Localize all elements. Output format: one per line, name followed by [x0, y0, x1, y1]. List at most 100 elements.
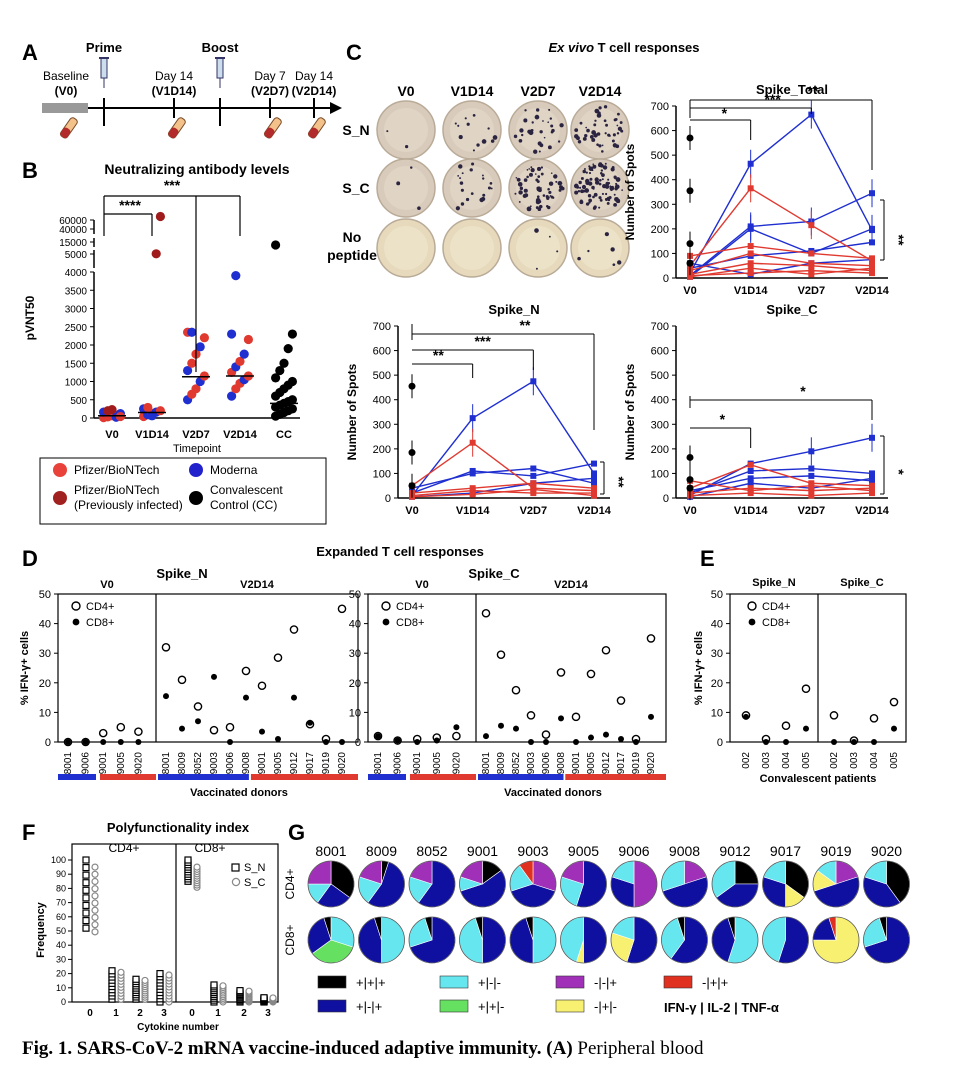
pie-slice	[633, 860, 658, 908]
timepoint-label: Day 14	[155, 69, 193, 83]
spot	[536, 195, 540, 199]
donor-label: 9017	[770, 843, 801, 859]
series-line	[689, 467, 873, 494]
panel-g-letter: G	[288, 820, 305, 845]
legend-label: +|+|-	[478, 999, 504, 1014]
y-tick-label: 500	[373, 370, 391, 382]
legend-cd8-swatch	[72, 618, 80, 626]
y-tick-label: 2500	[65, 323, 88, 334]
donor-label: 9008	[241, 752, 252, 775]
y-tick-label: 1500	[65, 359, 88, 370]
data-point	[239, 349, 249, 359]
data-point	[275, 365, 285, 376]
spot	[609, 185, 612, 188]
sig-label: **	[433, 347, 444, 363]
cd8-pie	[711, 916, 759, 964]
spot	[461, 172, 464, 175]
y-axis-label: pVNT50	[23, 295, 37, 340]
y-tick-label: 5000	[65, 250, 88, 261]
x-axis-label: Cytokine number	[137, 1022, 219, 1033]
legend-label: -|-|+	[594, 975, 617, 990]
panel-d-letter: D	[22, 546, 38, 571]
spot	[545, 205, 549, 208]
spot	[526, 169, 529, 171]
spot	[551, 196, 554, 199]
spot	[471, 162, 475, 166]
y-tick-label: 20	[56, 969, 66, 979]
series-point	[591, 460, 597, 467]
spot	[542, 120, 544, 122]
spot	[588, 166, 594, 172]
cd8-point	[528, 739, 534, 745]
spot	[601, 144, 604, 147]
cd8-point	[871, 739, 877, 745]
spot	[481, 139, 487, 144]
well-row-label: No	[343, 229, 362, 245]
donor-label: 9008	[669, 843, 700, 859]
spot	[551, 128, 555, 133]
cd8-point	[100, 739, 107, 745]
spot	[573, 183, 579, 189]
donor-label: 9012	[289, 752, 300, 775]
y-tick-label: 200	[373, 444, 391, 456]
legend-swatch	[189, 463, 203, 477]
spot	[528, 172, 533, 177]
well-center	[450, 166, 494, 210]
donor-label: 9017	[305, 752, 316, 775]
donor-label: 9005	[568, 843, 599, 859]
spot	[472, 149, 475, 152]
y-tick-label: 40	[349, 619, 361, 631]
spot	[469, 168, 473, 172]
series-line	[689, 262, 873, 276]
cd4-point	[616, 696, 626, 705]
spot	[592, 163, 595, 166]
spot	[405, 145, 409, 149]
data-point	[199, 333, 209, 343]
syringe-icon	[99, 57, 109, 88]
panel-c-spike-n: Spike_N 0 100 200 300 400 500 600 700 Number of S…	[345, 302, 627, 517]
x-tick-label: V2D7	[798, 505, 826, 517]
spot	[518, 200, 521, 203]
spot	[593, 192, 598, 197]
spot	[580, 176, 584, 180]
series-point	[808, 271, 815, 278]
cd8-point	[453, 724, 460, 731]
spot	[575, 136, 580, 141]
cd8-point	[291, 694, 297, 701]
donor-label: 9012	[719, 843, 750, 859]
legend-cd4-swatch	[747, 601, 757, 611]
spot	[556, 250, 559, 253]
cd4-point	[556, 668, 566, 677]
subgroup-label: V2D14	[240, 579, 275, 591]
y-tick-label: 100	[373, 468, 391, 480]
legend-swatch	[53, 491, 67, 505]
series-line	[689, 267, 873, 278]
series-point	[469, 487, 476, 494]
spot	[534, 173, 537, 175]
y-axis-label: % IFN-γ+ cells	[693, 631, 705, 705]
spot	[535, 108, 540, 112]
pie-slice	[532, 916, 557, 964]
legend-label: CD8+	[762, 617, 790, 629]
series-point	[808, 492, 815, 499]
cd4-point	[586, 669, 596, 679]
sn-point	[184, 856, 192, 864]
legend-label: Moderna	[210, 463, 258, 477]
cd8-point	[307, 719, 313, 726]
spot	[592, 164, 597, 169]
series-point	[808, 465, 815, 472]
cd4-pie	[711, 860, 759, 908]
sc-point	[91, 913, 99, 922]
sn-point	[132, 975, 140, 983]
legend-sn-swatch	[231, 863, 240, 872]
donor-label: 8001	[161, 752, 172, 775]
donor-label: 9019	[321, 752, 332, 775]
spot	[533, 149, 538, 154]
chart-title: Polyfunctionality index	[107, 820, 250, 835]
y-tick-label: 400	[651, 395, 669, 407]
data-point	[187, 327, 197, 337]
spot	[598, 196, 602, 200]
data-point	[183, 365, 193, 376]
sc-point	[91, 892, 99, 900]
spot	[602, 165, 608, 170]
